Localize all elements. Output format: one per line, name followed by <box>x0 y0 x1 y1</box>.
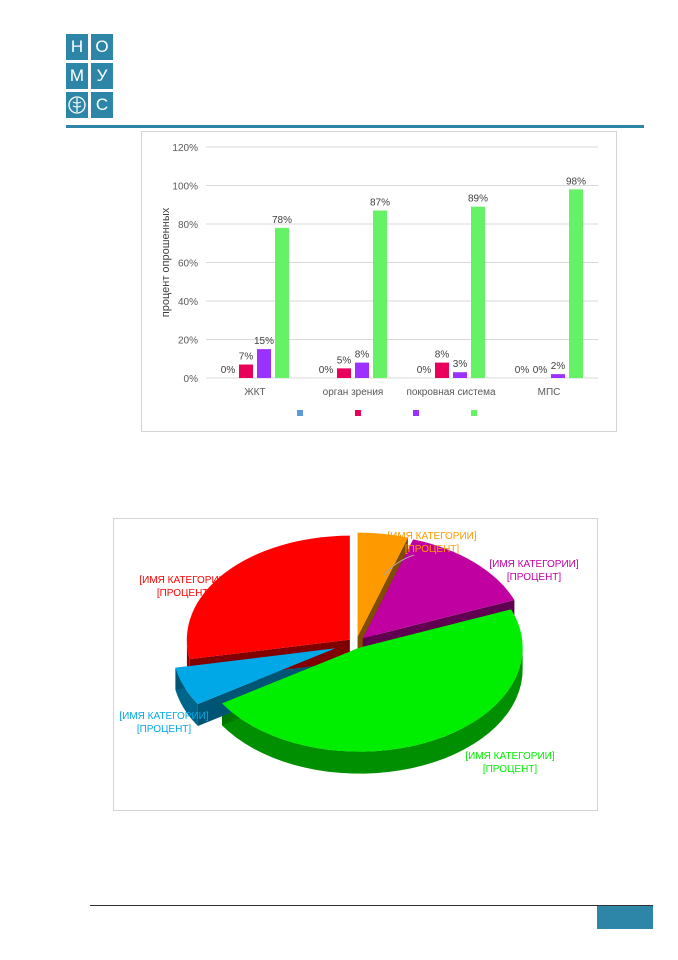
pie-label-percent: [ПРОЦЕНТ] <box>137 724 192 735</box>
x-tick-label: орган зрения <box>323 387 384 398</box>
pie-slice <box>222 609 523 752</box>
bar <box>337 368 351 378</box>
bar <box>355 362 369 378</box>
x-tick-label: МПС <box>538 387 561 398</box>
pie-label-percent: [ПРОЦЕНТ] <box>157 588 212 599</box>
data-label: 0% <box>417 365 432 376</box>
y-tick-label: 100% <box>172 182 198 193</box>
data-label: 5% <box>337 355 352 366</box>
pie-chart: [ИМЯ КАТЕГОРИИ] [ПРОЦЕНТ] [ИМЯ КАТЕГОРИИ] [… <box>119 531 578 775</box>
legend-marker <box>355 410 361 416</box>
bar <box>257 349 271 378</box>
bar <box>239 364 253 378</box>
data-label: 87% <box>370 198 390 209</box>
pie-label-category: [ИМЯ КАТЕГОРИИ] <box>465 751 554 762</box>
bar <box>453 372 467 378</box>
legend-marker <box>413 410 419 416</box>
footer-rule <box>90 905 653 906</box>
data-label: 0% <box>319 365 334 376</box>
bar <box>275 227 289 378</box>
pie-label-category: [ИМЯ КАТЕГОРИИ] <box>489 559 578 570</box>
y-axis-title: процент опрошенных <box>160 207 172 317</box>
y-tick-label: 0% <box>184 374 199 385</box>
bar-chart-frame: 0% 20% 40% 60% 80% 100% 120% процент опрошенных… <box>141 131 617 432</box>
pie-slice <box>175 648 336 704</box>
caduceus-icon <box>68 96 86 114</box>
logo-letter-u: У <box>91 63 113 89</box>
pie-label-category: [ИМЯ КАТЕГОРИИ] <box>387 531 476 542</box>
data-label: 98% <box>566 176 586 187</box>
data-label: 0% <box>533 365 548 376</box>
data-label: 0% <box>515 365 530 376</box>
logo-letter-o: О <box>91 34 113 60</box>
data-label: 78% <box>272 215 292 226</box>
legend-marker <box>471 410 477 416</box>
pie-label-category: [ИМЯ КАТЕГОРИИ] <box>119 711 208 722</box>
data-label: 89% <box>468 194 488 205</box>
data-label: 0% <box>221 365 236 376</box>
y-tick-label: 60% <box>178 259 198 270</box>
bar <box>551 374 565 378</box>
logo-letter-m: М <box>66 63 88 89</box>
logo-emblem-cell <box>66 92 88 118</box>
pie-label-percent: [ПРОЦЕНТ] <box>405 544 460 555</box>
pie-label-percent: [ПРОЦЕНТ] <box>483 764 538 775</box>
x-tick-label: ЖКТ <box>244 387 265 398</box>
data-label: 3% <box>453 359 468 370</box>
y-tick-label: 20% <box>178 336 198 347</box>
bar <box>373 210 387 378</box>
pie-chart-frame: [ИМЯ КАТЕГОРИИ] [ПРОЦЕНТ] [ИМЯ КАТЕГОРИИ] [… <box>113 518 598 811</box>
legend-marker <box>297 410 303 416</box>
pie-slice <box>186 535 350 660</box>
pie-slice <box>362 539 515 639</box>
y-tick-label: 40% <box>178 297 198 308</box>
data-label: 7% <box>239 352 254 363</box>
data-label: 8% <box>355 350 370 361</box>
pie-label-percent: [ПРОЦЕНТ] <box>507 572 562 583</box>
data-label: 15% <box>254 336 274 347</box>
pie-slice <box>357 532 408 637</box>
page-number-box <box>597 906 653 929</box>
bar <box>471 206 485 378</box>
bar-chart: 0% 20% 40% 60% 80% 100% 120% процент опрошенных… <box>160 143 598 416</box>
y-tick-label: 120% <box>172 143 198 154</box>
x-tick-label: покровная система <box>406 387 496 398</box>
logo-letter-s: С <box>91 92 113 118</box>
data-label: 8% <box>435 350 450 361</box>
logo: Н О М У С <box>66 34 114 118</box>
leader-line <box>383 554 415 576</box>
header-rule <box>66 125 644 128</box>
pie-label-category: [ИМЯ КАТЕГОРИИ] <box>139 575 228 586</box>
y-tick-label: 80% <box>178 220 198 231</box>
bar <box>569 189 583 378</box>
bar <box>435 362 449 378</box>
pie-slice-side <box>222 646 523 774</box>
logo-letter-n: Н <box>66 34 88 60</box>
data-label: 2% <box>551 361 566 372</box>
